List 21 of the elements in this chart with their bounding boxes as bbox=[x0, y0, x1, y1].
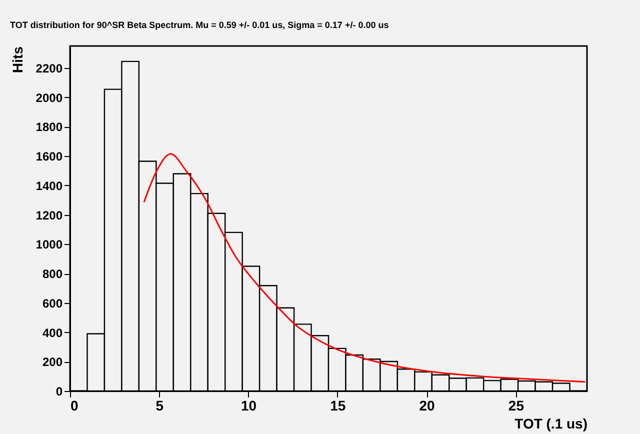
x-axis-title: TOT (.1 us) bbox=[514, 416, 588, 432]
y-tick-label: 1600 bbox=[36, 150, 63, 164]
x-tick-label: 5 bbox=[156, 398, 164, 414]
y-tick-label: 1400 bbox=[36, 178, 63, 193]
y-axis-title: Hits bbox=[10, 46, 26, 73]
y-tick-label: 800 bbox=[42, 267, 63, 282]
x-tick-label: 15 bbox=[330, 398, 346, 414]
y-tick-label: 600 bbox=[42, 296, 63, 310]
y-tick-label: 200 bbox=[42, 355, 63, 370]
y-tick-label: 2200 bbox=[36, 62, 63, 76]
y-tick-label: 400 bbox=[42, 326, 63, 340]
y-tick-label: 1200 bbox=[36, 208, 63, 222]
y-tick-label: 0 bbox=[56, 384, 63, 398]
y-tick-label: 2000 bbox=[36, 90, 63, 105]
x-tick-label: 20 bbox=[419, 398, 436, 414]
y-tick-label: 1800 bbox=[36, 120, 63, 134]
x-tick-label: 0 bbox=[70, 398, 78, 414]
y-tick-label: 1000 bbox=[36, 238, 63, 252]
x-tick-label: 10 bbox=[240, 398, 257, 414]
x-tick-label: 25 bbox=[508, 398, 524, 414]
chart-title: TOT distribution for 90^SR Beta Spectrum. Mu = 0.59 +/- 0.01 us, Sigma = 0.17 +/- 0.00 us bbox=[10, 20, 389, 30]
